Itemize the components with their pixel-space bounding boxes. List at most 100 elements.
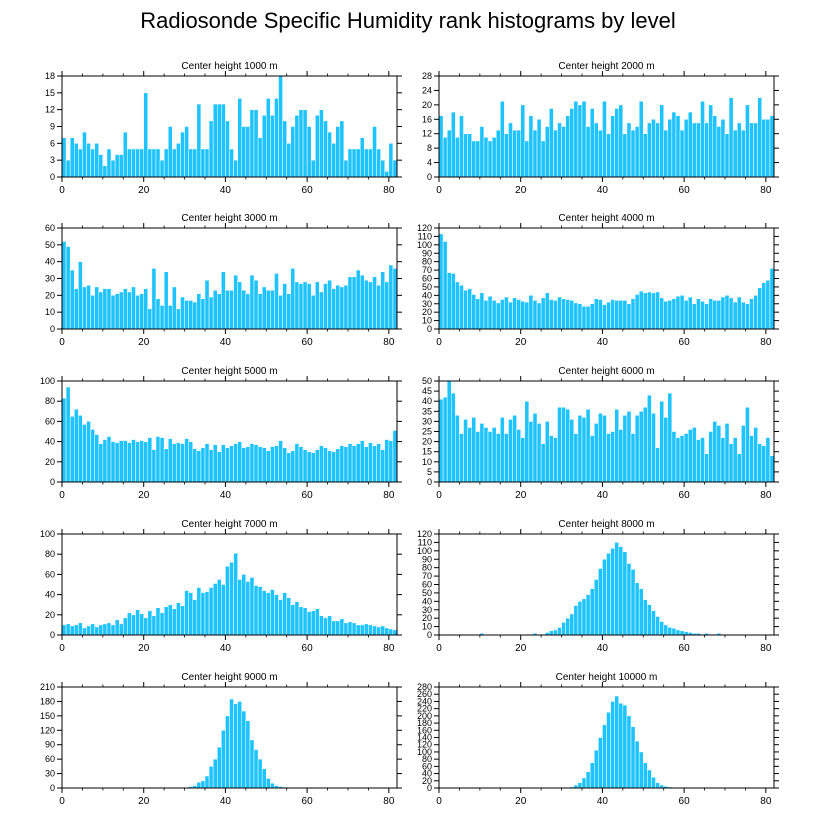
- y-tick-label: 20: [422, 100, 432, 110]
- histogram-bar: [245, 581, 251, 636]
- histogram-bar: [392, 159, 398, 178]
- panel-title: Center height 8000 m: [558, 519, 654, 530]
- histogram-bar: [196, 293, 202, 330]
- x-tick-label: 80: [383, 337, 395, 348]
- histogram-bar: [339, 120, 345, 178]
- histogram-bar: [512, 297, 517, 330]
- histogram-bar: [634, 294, 640, 330]
- x-tick-label: 20: [515, 185, 527, 196]
- histogram-bar: [163, 448, 169, 483]
- x-tick-label: 40: [597, 490, 609, 501]
- y-tick-label: 90: [422, 554, 432, 564]
- histogram-bar: [355, 148, 361, 178]
- histogram-bar: [331, 451, 336, 483]
- histogram-bar: [94, 626, 100, 636]
- histogram-bar: [298, 283, 304, 330]
- y-tick-label: 180: [40, 696, 55, 706]
- histogram-bar: [765, 279, 771, 330]
- histogram-bar: [343, 159, 349, 178]
- histogram-bar: [192, 599, 198, 636]
- y-tick-label: 5: [427, 467, 432, 477]
- y-tick-label: 50: [422, 282, 432, 292]
- histogram-bar: [147, 308, 153, 330]
- histogram-bar: [180, 296, 185, 330]
- histogram-bar: [225, 447, 230, 483]
- histogram-bar: [561, 126, 566, 178]
- histogram-bar: [589, 108, 595, 178]
- histogram-bar: [598, 413, 603, 483]
- histogram-bar: [765, 119, 771, 178]
- x-tick-label: 60: [302, 185, 314, 196]
- histogram-bar: [200, 592, 206, 636]
- histogram-bar: [724, 133, 730, 178]
- histogram-bar: [585, 594, 591, 636]
- histogram-bar: [155, 607, 161, 636]
- histogram-bar: [671, 628, 677, 636]
- histogram-bar: [192, 301, 198, 330]
- x-tick-label: 20: [138, 643, 150, 654]
- histogram-bar: [172, 443, 177, 483]
- histogram-bar: [634, 126, 640, 178]
- histogram-bar: [355, 443, 361, 483]
- histogram-bar: [167, 305, 173, 330]
- histogram-bar: [442, 241, 448, 330]
- histogram-bar: [196, 781, 202, 789]
- y-tick-label: 110: [418, 537, 432, 547]
- histogram-bar: [532, 413, 538, 483]
- histogram-bar: [118, 440, 124, 483]
- histogram-bar: [610, 431, 615, 483]
- histogram-bar: [335, 284, 341, 330]
- y-tick-label: 60: [422, 761, 432, 771]
- y-tick-label: 12: [422, 129, 432, 139]
- x-tick-label: 0: [436, 185, 442, 196]
- histogram-bar: [221, 730, 226, 789]
- histogram-bar: [736, 122, 742, 178]
- histogram-bar: [225, 290, 230, 330]
- histogram-bar: [647, 291, 652, 330]
- histogram-bar: [638, 101, 644, 178]
- histogram-bar: [606, 433, 611, 483]
- histogram-bar: [471, 140, 477, 178]
- histogram-bar: [261, 768, 267, 789]
- y-tick-label: 40: [422, 596, 432, 606]
- histogram-bar: [368, 442, 373, 483]
- histogram-bar: [655, 782, 660, 789]
- histogram-bar: [135, 609, 140, 636]
- histogram-bar: [286, 293, 292, 330]
- histogram-bar: [208, 296, 214, 330]
- histogram-bar: [459, 284, 464, 330]
- histogram-bar: [475, 140, 481, 178]
- x-tick-label: 80: [383, 490, 395, 501]
- histogram-bar: [229, 445, 234, 483]
- histogram-bar: [327, 450, 332, 483]
- histogram-bar: [581, 777, 587, 789]
- histogram-bar: [257, 586, 263, 636]
- histogram-bar: [732, 301, 738, 330]
- histogram-bar: [298, 446, 304, 483]
- histogram-bar: [663, 129, 669, 178]
- histogram-bar: [106, 622, 112, 636]
- histogram-bar: [598, 737, 603, 789]
- y-tick-label: 280: [417, 682, 432, 692]
- histogram-bar: [516, 129, 521, 178]
- histogram-bar: [630, 298, 636, 330]
- histogram-bar: [577, 782, 583, 789]
- histogram-bar: [679, 129, 685, 178]
- histogram-bar: [359, 624, 365, 636]
- histogram-bar: [479, 292, 485, 330]
- histogram-bar: [323, 283, 328, 330]
- histogram-bar: [585, 306, 591, 330]
- histogram-bar: [241, 574, 247, 636]
- histogram-bar: [683, 631, 689, 636]
- histogram-bar: [630, 726, 636, 789]
- histogram-bar: [102, 439, 108, 483]
- y-tick-label: 50: [422, 588, 432, 598]
- histogram-bar: [683, 433, 689, 483]
- histogram-bar: [708, 431, 713, 483]
- x-tick-label: 20: [138, 185, 150, 196]
- histogram-bar: [663, 624, 669, 636]
- histogram-bar: [306, 611, 312, 636]
- histogram-bar: [221, 103, 226, 178]
- histogram-bar: [438, 115, 444, 178]
